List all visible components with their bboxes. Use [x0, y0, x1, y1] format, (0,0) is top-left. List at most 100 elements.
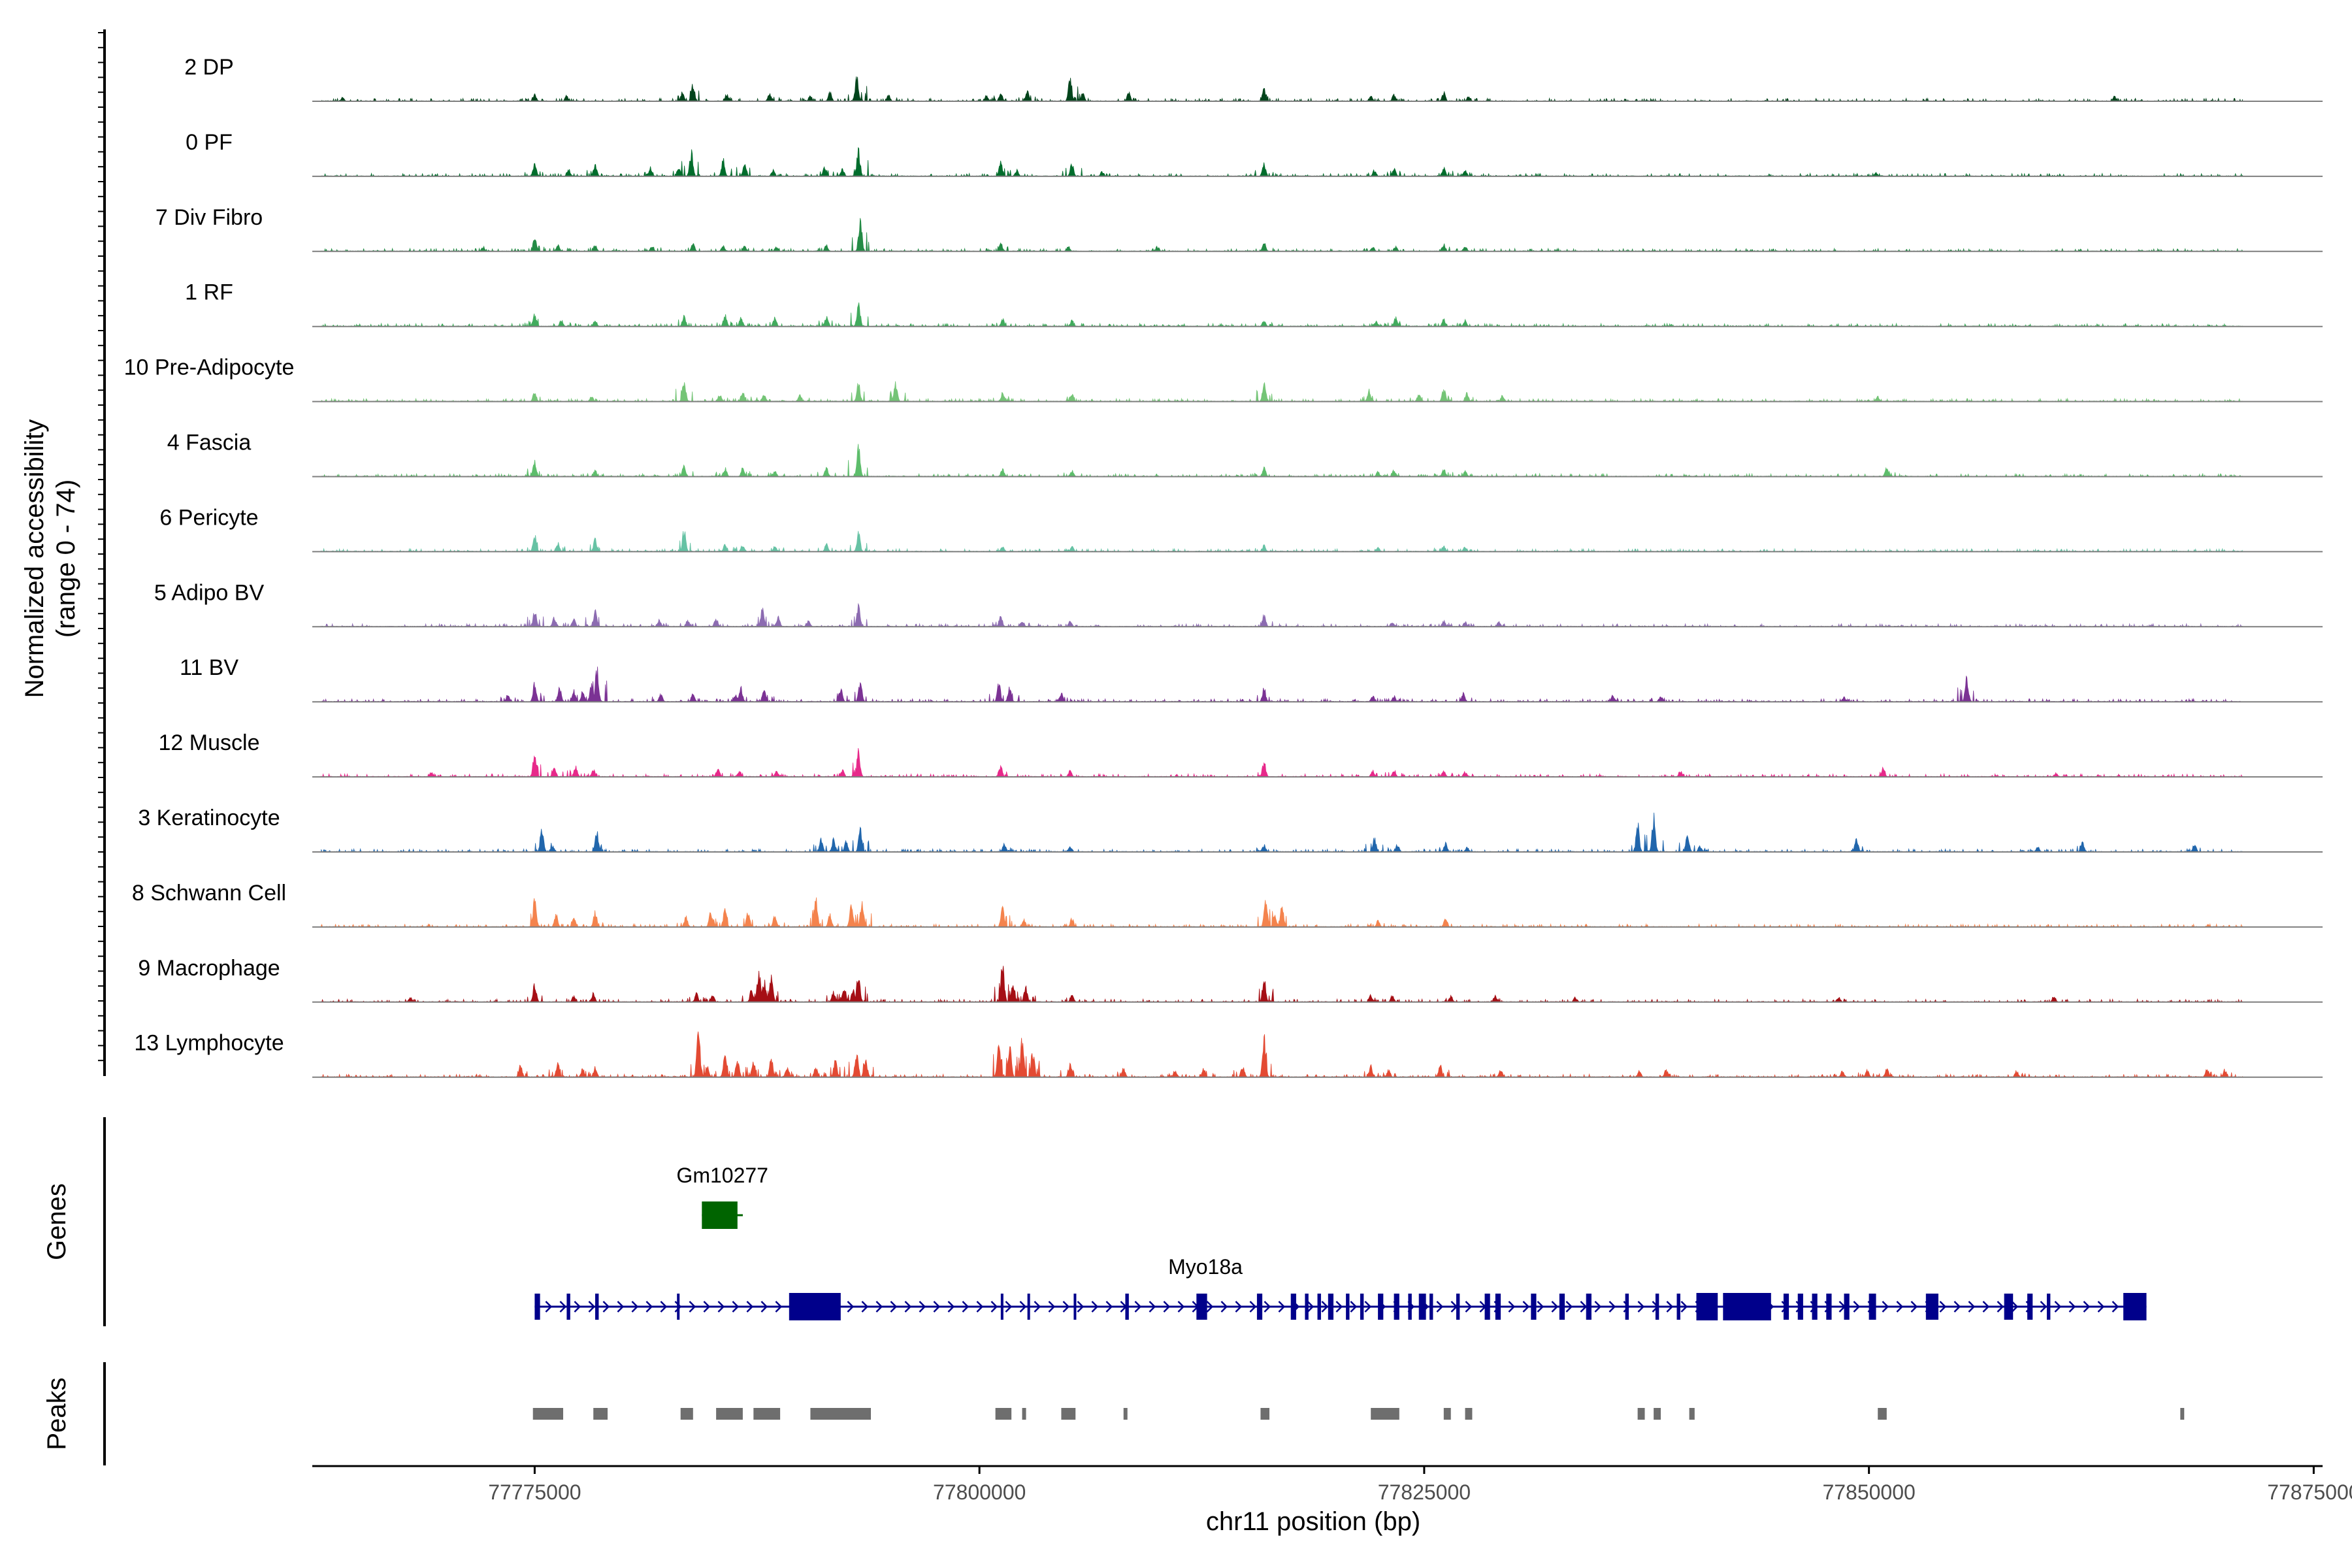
track: 12 Muscle	[159, 730, 2323, 778]
strand-chevron	[588, 1301, 596, 1313]
strand-chevron	[1163, 1301, 1171, 1313]
track-label: 3 Keratinocyte	[138, 806, 280, 830]
strand-chevron	[1580, 1301, 1588, 1313]
strand-chevron	[1321, 1301, 1329, 1313]
strand-chevron	[2112, 1301, 2119, 1313]
peak-region	[593, 1408, 608, 1420]
strand-chevron	[1896, 1301, 1904, 1313]
track-label: 12 Muscle	[159, 730, 260, 755]
exon	[1925, 1294, 1938, 1320]
strand-chevron	[1307, 1301, 1315, 1313]
exon	[1676, 1294, 1680, 1320]
exon	[1484, 1294, 1490, 1320]
strand-chevron	[689, 1301, 696, 1313]
exon	[1531, 1294, 1537, 1320]
strand-chevron	[1565, 1301, 1573, 1313]
strand-chevron	[1019, 1301, 1027, 1313]
exon	[1456, 1294, 1460, 1320]
exon	[789, 1293, 841, 1320]
strand-chevron	[1968, 1301, 1976, 1313]
strand-chevron	[1220, 1301, 1228, 1313]
strand-chevron	[1522, 1301, 1530, 1313]
strand-chevron	[1091, 1301, 1099, 1313]
strand-chevron	[1953, 1301, 1961, 1313]
x-tick-label: 77775000	[488, 1480, 581, 1504]
strand-chevron	[2011, 1301, 2019, 1313]
peak-region	[2180, 1408, 2185, 1420]
track: 10 Pre-Adipocyte	[124, 355, 2323, 402]
gene-gm10277: Gm10277	[676, 1164, 768, 1229]
track-label: 11 BV	[180, 655, 238, 680]
strand-chevron	[1982, 1301, 1990, 1313]
strand-chevron	[1537, 1301, 1544, 1313]
exon	[1073, 1294, 1077, 1320]
exon	[1844, 1294, 1850, 1320]
exon	[534, 1294, 540, 1320]
y-axis-range-label: (range 0 - 74)	[52, 480, 80, 638]
x-tick-label: 77850000	[1822, 1480, 1915, 1504]
strand-chevron	[574, 1301, 581, 1313]
exon	[1797, 1294, 1803, 1320]
exon	[702, 1201, 738, 1229]
exon	[1317, 1294, 1321, 1320]
strand-chevron	[2040, 1301, 2048, 1313]
strand-chevron	[861, 1301, 869, 1313]
strand-chevron	[1364, 1301, 1372, 1313]
peak-region	[1022, 1408, 1026, 1420]
strand-chevron	[976, 1301, 984, 1313]
track: 11 BV	[180, 655, 2323, 703]
track-label: 6 Pericyte	[159, 505, 258, 530]
strand-chevron	[1465, 1301, 1473, 1313]
peak-region	[1260, 1408, 1269, 1420]
strand-chevron	[1594, 1301, 1602, 1313]
track: 0 PF	[186, 130, 2323, 178]
exon	[1625, 1294, 1629, 1320]
exon	[1027, 1294, 1030, 1320]
track: 8 Schwann Cell	[132, 881, 2323, 928]
strand-chevron	[1436, 1301, 1444, 1313]
strand-chevron	[962, 1301, 970, 1313]
strand-chevron	[602, 1301, 610, 1313]
strand-chevron	[1034, 1301, 1041, 1313]
strand-chevron	[1105, 1301, 1113, 1313]
exon	[2027, 1294, 2033, 1320]
gene-label: Myo18a	[1168, 1255, 1243, 1279]
gene-label: Gm10277	[676, 1164, 768, 1187]
genes-panel-label: Genes	[42, 1183, 71, 1260]
strand-chevron	[1551, 1301, 1559, 1313]
track-label: 13 Lymphocyte	[134, 1031, 284, 1056]
exon	[1256, 1294, 1263, 1320]
track: 3 Keratinocyte	[138, 806, 2323, 853]
strand-chevron	[1177, 1301, 1185, 1313]
track: 2 DP	[184, 55, 2323, 103]
track-label: 5 Adipo BV	[154, 580, 265, 605]
strand-chevron	[1048, 1301, 1056, 1313]
peaks-panel-label: Peaks	[42, 1377, 71, 1450]
strand-chevron	[1335, 1301, 1343, 1313]
exon	[1783, 1294, 1789, 1320]
track: 7 Div Fibro	[155, 205, 2323, 252]
strand-chevron	[1609, 1301, 1616, 1313]
strand-chevron	[775, 1301, 783, 1313]
track: 6 Pericyte	[159, 505, 2323, 553]
exon	[1429, 1294, 1433, 1320]
peak-region	[1123, 1408, 1128, 1420]
strand-chevron	[617, 1301, 625, 1313]
strand-chevron	[631, 1301, 639, 1313]
peak-region	[716, 1408, 743, 1420]
x-tick-label: 77875000	[2267, 1480, 2352, 1504]
exon	[2123, 1293, 2147, 1320]
strand-chevron	[847, 1301, 855, 1313]
strand-chevron	[717, 1301, 725, 1313]
x-tick-label: 77825000	[1378, 1480, 1471, 1504]
peak-region	[1654, 1408, 1661, 1420]
exon	[2004, 1294, 2014, 1320]
exon	[1826, 1294, 1832, 1320]
track: 5 Adipo BV	[154, 580, 2323, 628]
exon	[1328, 1294, 1333, 1320]
peak-region	[1061, 1408, 1076, 1420]
track: 9 Macrophage	[138, 956, 2323, 1004]
track: 4 Fascia	[167, 431, 2323, 478]
strand-chevron	[645, 1301, 653, 1313]
exon	[1196, 1294, 1207, 1320]
